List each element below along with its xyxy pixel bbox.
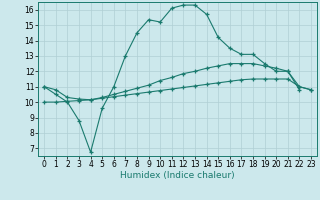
X-axis label: Humidex (Indice chaleur): Humidex (Indice chaleur)	[120, 171, 235, 180]
